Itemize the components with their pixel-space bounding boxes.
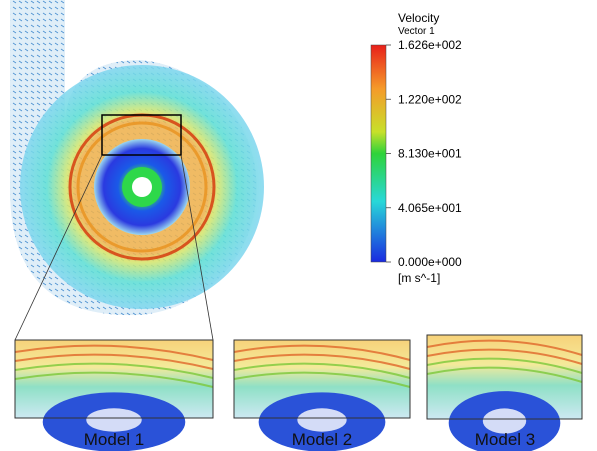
inset-frame — [233, 339, 411, 419]
tick-label: 0.000e+000 — [398, 255, 462, 269]
flow-arc — [233, 344, 411, 361]
legend-subtitle: Vector 1 — [398, 26, 435, 37]
inset — [233, 339, 411, 451]
tick-label: 1.220e+002 — [398, 92, 462, 106]
inset-label: Model 3 — [475, 430, 535, 449]
impeller-core — [297, 408, 347, 432]
flow-arc — [14, 362, 214, 379]
tick-label: 4.065e+001 — [398, 201, 462, 215]
legend-unit: [m s^-1] — [398, 271, 440, 285]
flow-arc — [233, 371, 411, 388]
flow-arc — [426, 339, 583, 356]
inset-frame — [14, 339, 214, 419]
volute-field — [10, 0, 264, 341]
flow-arc — [233, 362, 411, 379]
colorbar — [370, 44, 387, 263]
flow-arc — [14, 371, 214, 388]
legend-title: Velocity — [398, 11, 439, 25]
flow-arc — [14, 344, 214, 361]
inset-label: Model 2 — [292, 430, 352, 449]
impeller-core — [482, 408, 527, 434]
tick-label: 8.130e+001 — [398, 147, 462, 161]
flow-arc — [233, 353, 411, 370]
inset — [426, 334, 583, 451]
flow-arc — [426, 366, 583, 383]
tick-label: 1.626e+002 — [398, 38, 462, 52]
flow-arc — [426, 357, 583, 374]
flow-arc — [426, 348, 583, 365]
impeller-core — [86, 408, 142, 432]
inset — [14, 339, 214, 451]
inset-label: Model 1 — [84, 430, 144, 449]
flow-arc — [14, 353, 214, 370]
inset-frame — [426, 334, 583, 420]
